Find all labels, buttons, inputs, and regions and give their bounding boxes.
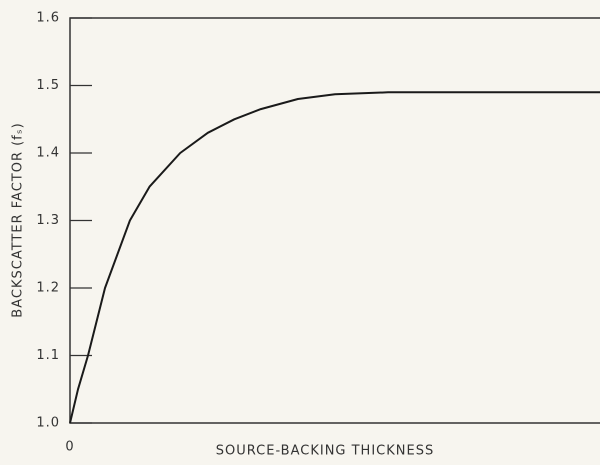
y-tick-label: 1.0	[36, 416, 60, 431]
y-tick-label: 1.1	[36, 348, 60, 363]
x-axis-title: SOURCE-BACKING THICKNESS	[216, 444, 434, 459]
y-tick-label: 1.6	[36, 11, 60, 26]
background	[0, 0, 600, 465]
chart: SOURCE-BACKING THICKNESS BACKSCATTER FAC…	[0, 0, 600, 465]
y-tick-label: 1.5	[36, 78, 60, 93]
y-tick-label: 1.3	[36, 213, 60, 228]
y-axis-title: BACKSCATTER FACTOR (fₛ)	[11, 122, 26, 317]
y-tick-label: 1.2	[36, 281, 60, 296]
x-tick-label: 0	[65, 440, 74, 455]
y-tick-label: 1.4	[36, 146, 60, 161]
